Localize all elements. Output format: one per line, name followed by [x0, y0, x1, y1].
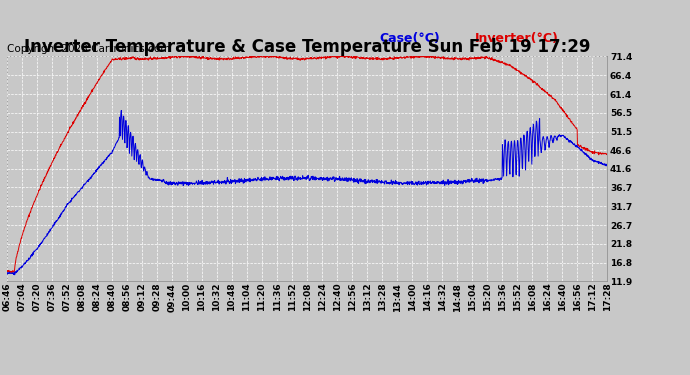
Text: Copyright 2023 Cartronics.com: Copyright 2023 Cartronics.com	[7, 44, 170, 54]
Text: Case(°C): Case(°C)	[379, 32, 440, 45]
Text: Inverter(°C): Inverter(°C)	[475, 32, 559, 45]
Title: Inverter Temperature & Case Temperature Sun Feb 19 17:29: Inverter Temperature & Case Temperature …	[23, 38, 591, 56]
